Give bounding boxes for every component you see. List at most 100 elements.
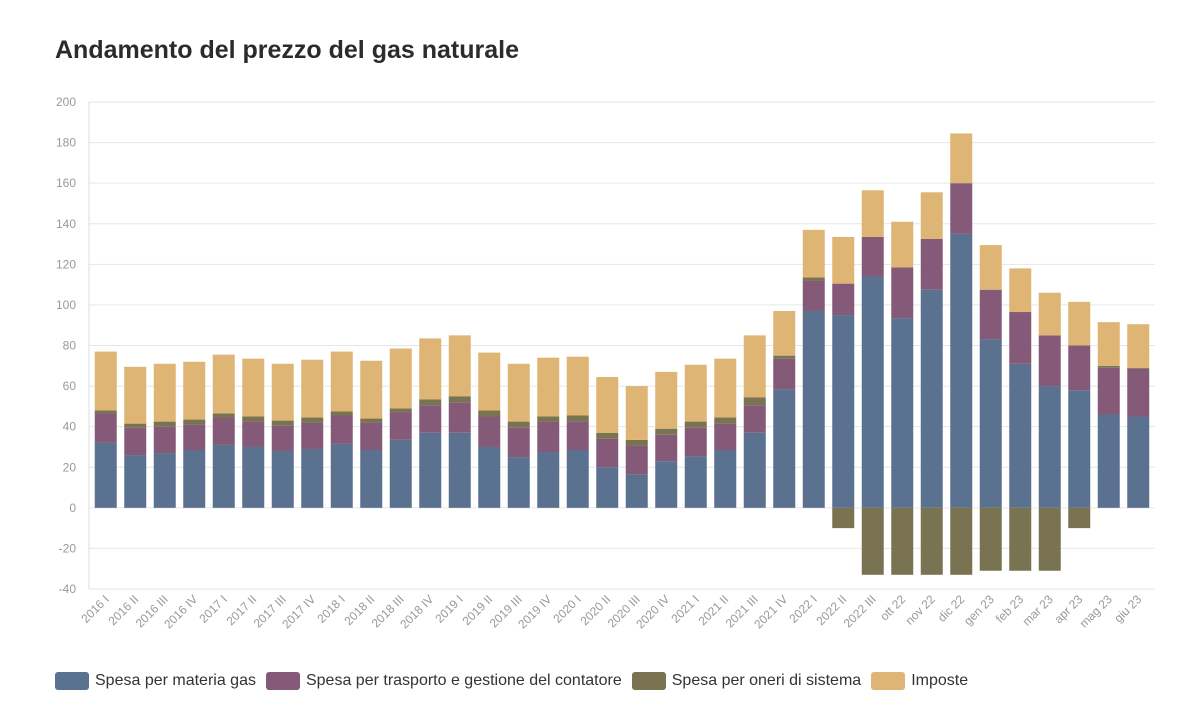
bar-segment[interactable] (596, 376, 619, 433)
bar-segment[interactable] (1038, 292, 1061, 336)
bar-segment[interactable] (596, 467, 619, 508)
bar-segment[interactable] (94, 413, 117, 443)
bar-segment[interactable] (743, 405, 766, 433)
bar-segment[interactable] (537, 357, 560, 417)
bar-segment[interactable] (507, 457, 530, 508)
bar-segment[interactable] (537, 421, 560, 453)
bar-segment[interactable] (920, 507, 943, 575)
bar-segment[interactable] (242, 416, 265, 422)
bar-segment[interactable] (891, 318, 914, 508)
bar-segment[interactable] (301, 448, 324, 508)
bar-segment[interactable] (212, 417, 235, 445)
bar-segment[interactable] (1009, 268, 1032, 313)
bar-segment[interactable] (124, 427, 147, 456)
bar-segment[interactable] (655, 428, 678, 435)
bar-segment[interactable] (1127, 367, 1150, 369)
bar-segment[interactable] (861, 276, 884, 508)
bar-segment[interactable] (478, 446, 501, 508)
bar-segment[interactable] (242, 358, 265, 417)
bar-segment[interactable] (124, 455, 147, 508)
bar-segment[interactable] (360, 422, 383, 451)
bar-segment[interactable] (153, 426, 176, 454)
bar-segment[interactable] (1127, 368, 1150, 417)
bar-segment[interactable] (891, 267, 914, 319)
bar-segment[interactable] (537, 452, 560, 508)
bar-segment[interactable] (596, 432, 619, 439)
bar-segment[interactable] (448, 335, 471, 397)
bar-segment[interactable] (1009, 507, 1032, 571)
bar-segment[interactable] (743, 432, 766, 508)
bar-segment[interactable] (507, 427, 530, 458)
bar-segment[interactable] (832, 236, 855, 284)
bar-segment[interactable] (979, 245, 1002, 290)
bar-segment[interactable] (714, 417, 737, 424)
bar-segment[interactable] (743, 335, 766, 398)
bar-segment[interactable] (1097, 367, 1120, 415)
bar-segment[interactable] (891, 221, 914, 268)
bar-segment[interactable] (330, 443, 353, 508)
bar-segment[interactable] (271, 425, 294, 452)
bar-segment[interactable] (920, 289, 943, 508)
bar-segment[interactable] (596, 438, 619, 468)
bar-segment[interactable] (625, 386, 648, 440)
bar-segment[interactable] (242, 446, 265, 508)
bar-segment[interactable] (802, 311, 825, 508)
bar-segment[interactable] (950, 133, 973, 184)
bar-segment[interactable] (1009, 312, 1032, 364)
bar-segment[interactable] (478, 410, 501, 417)
bar-segment[interactable] (802, 277, 825, 281)
bar-segment[interactable] (419, 432, 442, 508)
bar-segment[interactable] (448, 432, 471, 508)
bar-segment[interactable] (802, 280, 825, 312)
bar-segment[interactable] (684, 364, 707, 422)
bar-segment[interactable] (743, 397, 766, 406)
bar-segment[interactable] (773, 355, 796, 359)
bar-segment[interactable] (478, 416, 501, 447)
bar-segment[interactable] (507, 363, 530, 422)
bar-segment[interactable] (153, 421, 176, 427)
bar-segment[interactable] (566, 450, 589, 508)
bar-segment[interactable] (1068, 390, 1091, 508)
bar-segment[interactable] (979, 339, 1002, 508)
bar-segment[interactable] (271, 363, 294, 421)
legend-item-imposte[interactable]: Imposte (871, 672, 968, 690)
bar-segment[interactable] (832, 283, 855, 316)
bar-segment[interactable] (242, 421, 265, 447)
bar-segment[interactable] (802, 229, 825, 278)
bar-segment[interactable] (773, 389, 796, 508)
bar-segment[interactable] (1038, 335, 1061, 387)
bar-segment[interactable] (389, 439, 412, 508)
bar-segment[interactable] (448, 402, 471, 433)
bar-segment[interactable] (861, 236, 884, 277)
bar-segment[interactable] (1127, 416, 1150, 508)
bar-segment[interactable] (950, 233, 973, 508)
bar-segment[interactable] (655, 434, 678, 462)
bar-segment[interactable] (684, 427, 707, 457)
bar-segment[interactable] (1097, 322, 1120, 366)
bar-segment[interactable] (1068, 507, 1091, 529)
bar-segment[interactable] (832, 315, 855, 508)
bar-segment[interactable] (655, 371, 678, 429)
bar-segment[interactable] (1068, 345, 1091, 391)
bar-segment[interactable] (861, 507, 884, 575)
bar-segment[interactable] (183, 361, 206, 420)
bar-segment[interactable] (891, 507, 914, 575)
bar-segment[interactable] (183, 450, 206, 508)
bar-segment[interactable] (1038, 386, 1061, 508)
bar-segment[interactable] (389, 348, 412, 409)
bar-segment[interactable] (419, 399, 442, 406)
bar-segment[interactable] (537, 416, 560, 422)
bar-segment[interactable] (714, 358, 737, 418)
bar-segment[interactable] (1038, 507, 1061, 571)
bar-segment[interactable] (684, 421, 707, 428)
bar-segment[interactable] (566, 421, 589, 451)
bar-segment[interactable] (153, 363, 176, 422)
bar-segment[interactable] (714, 423, 737, 451)
bar-segment[interactable] (212, 444, 235, 508)
bar-segment[interactable] (360, 418, 383, 423)
bar-segment[interactable] (360, 360, 383, 419)
bar-segment[interactable] (419, 405, 442, 433)
bar-segment[interactable] (773, 358, 796, 390)
legend-item-materia-gas[interactable]: Spesa per materia gas (55, 672, 256, 690)
bar-segment[interactable] (94, 442, 117, 508)
